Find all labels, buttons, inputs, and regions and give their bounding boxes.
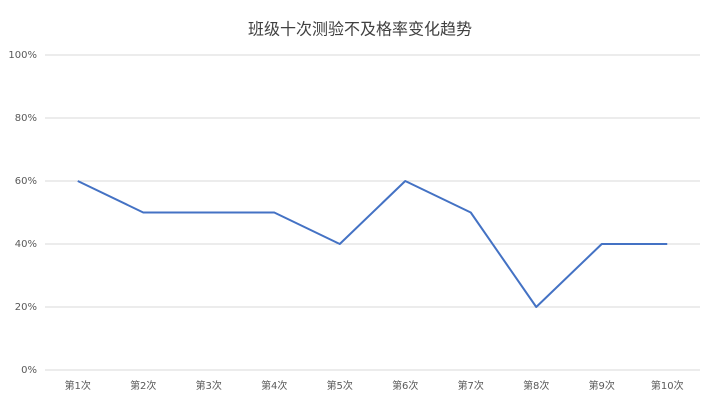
y-tick-label: 60% [15, 176, 37, 187]
x-tick-label: 第6次 [392, 379, 418, 392]
y-tick-label: 0% [21, 365, 37, 376]
x-tick-label: 第8次 [523, 379, 549, 392]
x-tick-label: 第5次 [327, 379, 353, 392]
x-tick-label: 第2次 [130, 379, 156, 392]
y-tick-label: 80% [15, 113, 37, 124]
x-tick-label: 第3次 [196, 379, 222, 392]
x-tick-label: 第1次 [65, 379, 91, 392]
x-tick-label: 第10次 [651, 379, 684, 392]
x-tick-label: 第7次 [458, 379, 484, 392]
chart-title: 班级十次测验不及格率变化趋势 [248, 20, 472, 39]
y-tick-label: 100% [8, 50, 37, 61]
x-tick-label: 第9次 [589, 379, 615, 392]
data-line [77, 180, 668, 308]
x-tick-label: 第4次 [261, 379, 287, 392]
y-tick-label: 40% [15, 239, 37, 250]
y-tick-label: 20% [15, 302, 37, 313]
